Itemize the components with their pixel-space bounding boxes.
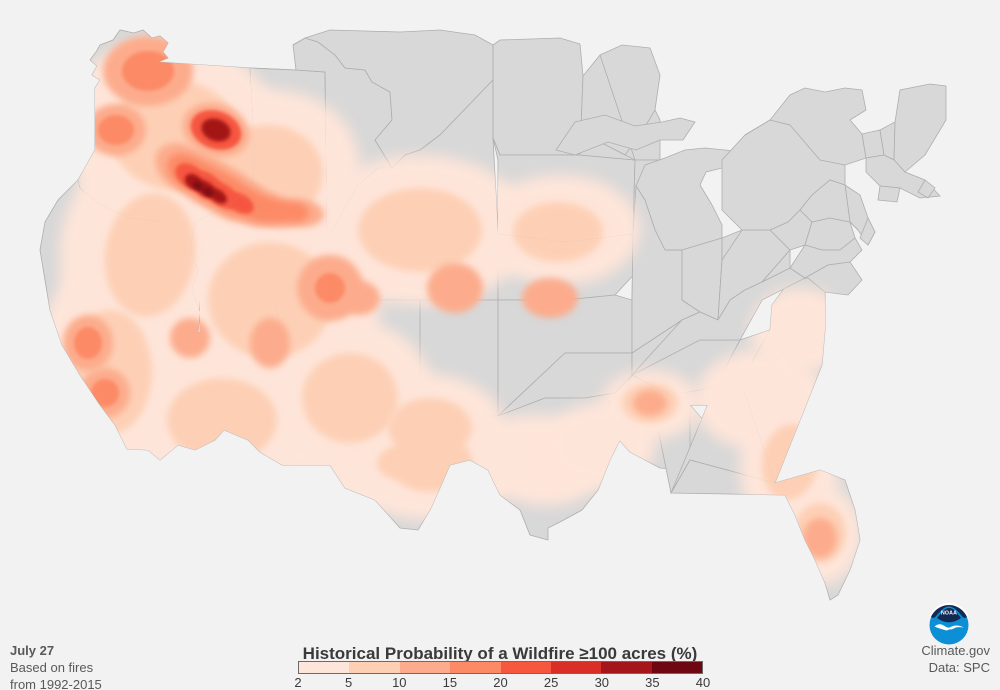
svg-text:NOAA: NOAA — [941, 611, 957, 617]
